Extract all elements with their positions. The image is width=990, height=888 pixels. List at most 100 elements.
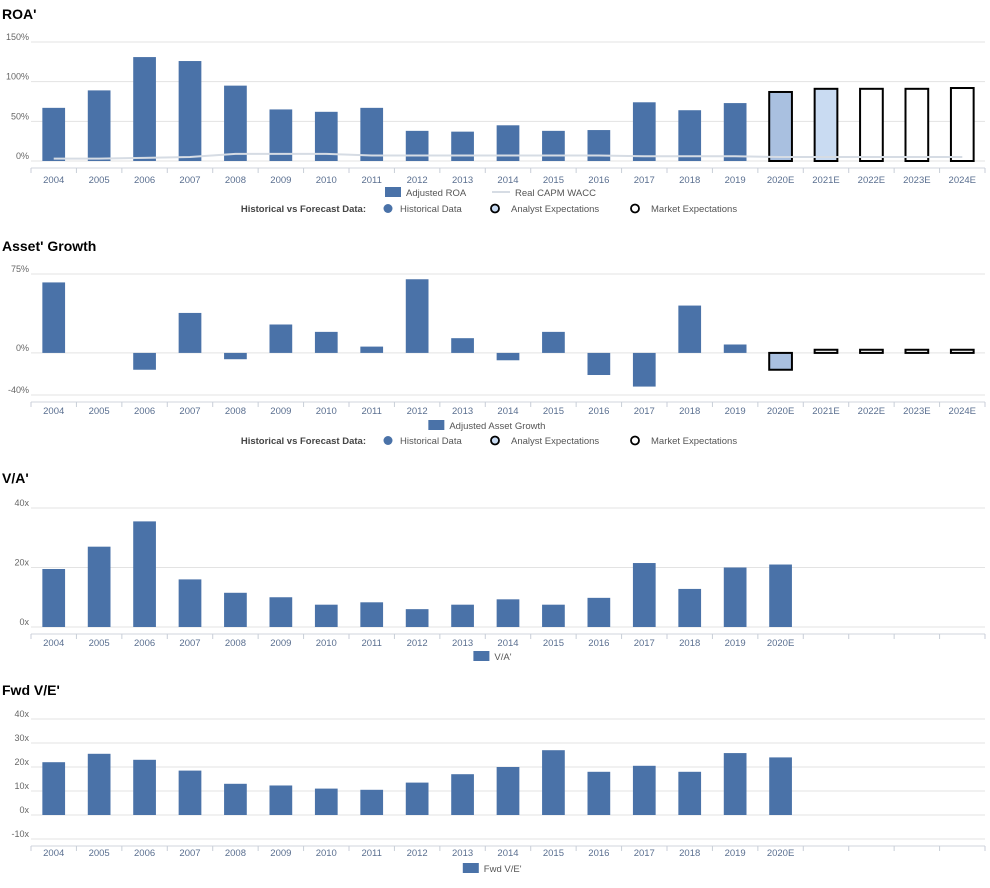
y-tick-label: 0% (16, 343, 29, 353)
bar (542, 604, 565, 627)
bar (587, 771, 611, 815)
chart-title-asset-growth: Asset' Growth (2, 238, 97, 254)
bar (678, 305, 702, 353)
x-tick-label: 2021E (812, 175, 839, 186)
legend-label: Adjusted ROA (406, 188, 467, 199)
x-tick-label: 2018 (679, 406, 700, 417)
bar (496, 599, 520, 627)
x-tick-label: 2019 (725, 638, 746, 649)
x-tick-label: 2017 (634, 175, 655, 186)
wacc-line (53, 152, 963, 160)
bar (542, 130, 565, 161)
bar (314, 788, 338, 815)
x-tick-label: 2013 (452, 638, 473, 649)
x-tick-label: 2013 (452, 175, 473, 186)
x-tick-label: 2006 (134, 638, 155, 649)
legend-label: Analyst Expectations (511, 204, 599, 215)
bar (496, 125, 520, 161)
x-tick-label: 2020E (767, 175, 794, 186)
va-chart: 0x 20x 40x 2004 2005 2006 2007 2008 2009 2010 2011… (14, 498, 986, 663)
x-tick-label: 2017 (634, 848, 655, 859)
bar (314, 111, 338, 161)
bar (723, 567, 747, 627)
bar (813, 348, 839, 354)
bar (769, 757, 792, 815)
bar (769, 564, 792, 627)
y-tick-label: 150% (6, 32, 29, 42)
bar (269, 324, 293, 353)
x-tick-label: 2020E (767, 638, 794, 649)
x-tick-label: 2007 (179, 638, 200, 649)
legend-swatch-adjusted-roa (385, 187, 401, 197)
bar (678, 110, 702, 161)
bar (405, 130, 429, 161)
bar (87, 546, 111, 627)
bar (360, 346, 384, 353)
y-tick-label: 0x (19, 805, 29, 815)
bar (178, 312, 202, 353)
x-tick-label: 2014 (497, 848, 518, 859)
bar (904, 87, 930, 163)
y-tick-label: 40x (14, 498, 29, 508)
x-tick-label: 2023E (903, 175, 930, 186)
y-tick-label: 20x (14, 558, 29, 568)
bar (405, 279, 429, 353)
chart-title-roa: ROA' (2, 6, 37, 22)
legend-label: Analyst Expectations (511, 436, 599, 447)
bar (360, 602, 384, 627)
x-tick-label: 2015 (543, 638, 564, 649)
legend-marker-analyst (490, 435, 500, 446)
legend-label: Historical Data (400, 436, 462, 447)
x-tick-label: 2024E (949, 406, 976, 417)
bar (360, 789, 384, 815)
y-tick-label: 20x (14, 757, 29, 767)
bar (723, 344, 747, 353)
asset-growth-chart: -40% 0% 75% 2004 2005 2006 2007 2008 2009 2010 201… (8, 264, 986, 447)
bar (269, 785, 293, 815)
bar (723, 103, 747, 161)
x-tick-label: 2013 (452, 848, 473, 859)
x-tick-label: 2008 (225, 638, 246, 649)
y-tick-label: 100% (6, 72, 29, 82)
x-tick-label: 2021E (812, 406, 839, 417)
x-tick-label: 2005 (89, 175, 110, 186)
x-tick-label: 2005 (89, 638, 110, 649)
x-tick-label: 2020E (767, 406, 794, 417)
x-tick-label: 2016 (588, 638, 609, 649)
legend-title: Historical vs Forecast Data: (241, 204, 366, 215)
bar (904, 348, 930, 354)
x-tick-label: 2004 (43, 848, 64, 859)
bar (87, 90, 111, 161)
bar (587, 352, 611, 376)
y-tick-label: 10x (14, 781, 29, 791)
bar (949, 348, 975, 354)
bar (859, 348, 884, 354)
x-tick-label: 2023E (903, 406, 930, 417)
y-tick-label: 0x (19, 617, 29, 627)
bar (360, 107, 384, 161)
legend-label: Adjusted Asset Growth (449, 421, 545, 432)
chart-title-va: V/A' (2, 470, 29, 486)
y-tick-label: 50% (11, 111, 29, 121)
legend-swatch (428, 420, 445, 430)
bar (949, 87, 975, 162)
bar (224, 85, 247, 161)
x-tick-label: 2006 (134, 406, 155, 417)
bar (451, 131, 474, 161)
legend-marker-market (630, 203, 640, 214)
x-tick-label: 2017 (634, 638, 655, 649)
legend-marker-analyst (490, 203, 500, 214)
bar (269, 109, 293, 161)
legend-label: Market Expectations (651, 204, 737, 215)
x-tick-label: 2010 (316, 175, 337, 186)
x-tick-label: 2020E (767, 848, 794, 859)
bar (542, 331, 565, 353)
bar (859, 87, 884, 163)
x-tick-label: 2016 (588, 406, 609, 417)
bar (133, 521, 156, 627)
bar (224, 352, 247, 360)
bar (87, 753, 111, 815)
bar (813, 87, 839, 163)
x-tick-label: 2006 (134, 848, 155, 859)
x-tick-label: 2004 (43, 406, 64, 417)
